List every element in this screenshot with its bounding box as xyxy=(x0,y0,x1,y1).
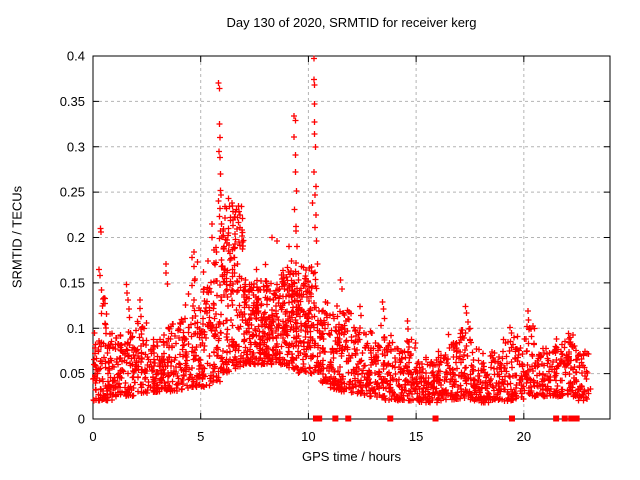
chart-title: Day 130 of 2020, SRMTID for receiver ker… xyxy=(226,15,477,30)
y-tick-label: 0.05 xyxy=(60,366,85,381)
y-tick-label: 0.3 xyxy=(67,139,85,154)
x-tick-label: 0 xyxy=(89,429,96,444)
y-tick-label: 0.1 xyxy=(67,321,85,336)
y-tick-label: 0.4 xyxy=(67,49,85,64)
x-tick-label: 10 xyxy=(301,429,315,444)
x-tick-label: 5 xyxy=(197,429,204,444)
x-tick-label: 15 xyxy=(409,429,423,444)
data-points xyxy=(90,55,594,406)
y-tick-label: 0.35 xyxy=(60,94,85,109)
zero-flag-markers xyxy=(312,415,580,422)
y-tick-label: 0.15 xyxy=(60,275,85,290)
y-tick-label: 0.2 xyxy=(67,230,85,245)
x-tick-label: 20 xyxy=(517,429,531,444)
x-axis-label: GPS time / hours xyxy=(302,449,401,464)
y-tick-label: 0 xyxy=(78,412,85,427)
y-tick-label: 0.25 xyxy=(60,185,85,200)
